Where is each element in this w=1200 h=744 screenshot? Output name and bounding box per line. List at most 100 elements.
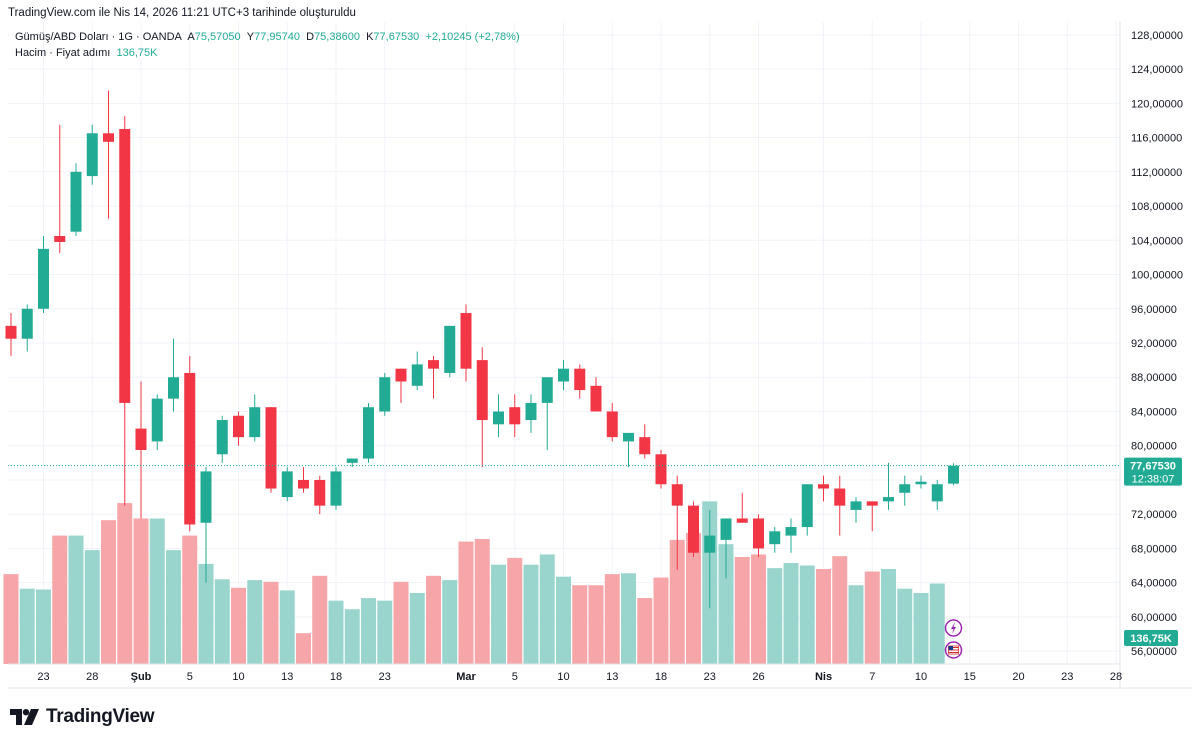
low-value: 75,38600 <box>314 31 360 43</box>
price-tick-label: 60,00000 <box>1131 612 1177 624</box>
candle-body <box>866 501 878 506</box>
volume-bar <box>377 600 393 664</box>
candle-body <box>590 385 602 412</box>
time-tick-label: 23 <box>379 671 391 683</box>
candle-body <box>428 360 439 369</box>
volume-bar <box>68 535 84 664</box>
close-value: 77,67530 <box>373 31 420 43</box>
open-value: 75,57050 <box>194 31 241 43</box>
candle-body <box>655 454 667 485</box>
high-label: Y <box>246 31 255 43</box>
volume-legend[interactable]: Hacim · Fiyat adımı 136,75K <box>15 47 157 59</box>
price-tick-label: 120,00000 <box>1131 98 1183 110</box>
volume-bar <box>507 557 523 664</box>
event-markers <box>944 619 963 659</box>
candle-body <box>606 411 618 438</box>
volume-bar <box>588 585 604 664</box>
candle-body <box>444 325 456 373</box>
volume-bar <box>816 568 831 664</box>
candle-body <box>834 488 846 506</box>
high-value: 77,95740 <box>254 31 300 43</box>
price-tick-label: 96,00000 <box>1131 304 1177 316</box>
candle-body <box>86 133 98 177</box>
candlesticks <box>5 90 959 609</box>
volume-bar <box>783 562 799 664</box>
volume-bar <box>198 563 214 664</box>
candle-body <box>21 308 33 339</box>
lightning-icon <box>951 622 956 634</box>
volume-bar <box>36 589 51 664</box>
volume-value: 136,75K <box>116 47 158 59</box>
time-tick-label: 18 <box>655 671 667 683</box>
time-tick-label: 10 <box>232 671 244 683</box>
price-tick-label: 100,00000 <box>1131 270 1183 282</box>
candle-body <box>346 458 358 463</box>
volume-bar <box>426 575 441 664</box>
volume-bar <box>474 539 490 664</box>
time-tick-label: 23 <box>1061 671 1073 683</box>
candle-body <box>151 398 163 442</box>
time-tick-label: 5 <box>187 671 193 683</box>
price-tick-label: 104,00000 <box>1131 235 1183 247</box>
price-tick-label: 88,00000 <box>1131 372 1177 384</box>
volume-bar <box>231 587 246 664</box>
tradingview-logo-text: TradingView <box>46 706 155 727</box>
volume-bar <box>523 564 539 664</box>
volume-bar <box>263 581 279 664</box>
tradingview-logo[interactable]: TradingView <box>10 706 155 728</box>
candle-body <box>899 484 911 493</box>
candle-body <box>298 479 309 489</box>
price-tick-label: 112,00000 <box>1131 167 1182 179</box>
candle-body <box>119 129 131 403</box>
candle-body <box>525 402 537 421</box>
candle-body <box>249 407 261 438</box>
symbol-legend[interactable]: Gümüş/ABD Doları · 1G · OANDA A75,57050 … <box>15 31 520 43</box>
volume-bar <box>637 598 653 664</box>
volume-bar <box>539 554 555 664</box>
volume-bar <box>718 544 734 664</box>
change-value: +2,10245 (+2,78%) <box>425 31 520 43</box>
volume-bar <box>361 598 376 664</box>
candle-body <box>314 479 326 506</box>
volume-bar <box>52 535 68 664</box>
volume-bar <box>767 568 783 664</box>
volume-bar <box>133 518 149 664</box>
volume-bar <box>751 554 766 664</box>
candle-body <box>639 437 651 455</box>
candle-body <box>720 518 732 540</box>
candle-body <box>54 236 66 242</box>
candle-body <box>330 471 342 506</box>
candle-body <box>623 432 634 442</box>
candle-body <box>753 518 764 549</box>
time-tick-label: 23 <box>704 671 716 683</box>
price-tick-label: 56,00000 <box>1131 646 1177 658</box>
last-price-label: 77,67530 <box>1130 461 1176 473</box>
price-tick-label: 72,00000 <box>1131 509 1177 521</box>
candle-body <box>574 368 586 391</box>
chart-caption: TradingView.com ile Nis 14, 2026 11:21 U… <box>8 7 356 19</box>
chart-grid <box>8 22 1120 664</box>
candle-body <box>915 481 927 485</box>
volume-bar <box>84 550 100 664</box>
candle-body <box>688 505 699 553</box>
volume-bar <box>442 580 458 664</box>
candle-body <box>363 407 374 459</box>
volume-bar <box>491 564 506 664</box>
volume-bar <box>117 503 133 664</box>
last-price-tag <box>1124 457 1182 486</box>
price-tick-label: 92,00000 <box>1131 338 1177 350</box>
volume-bar <box>279 590 295 664</box>
candle-body <box>883 497 894 502</box>
symbol-name[interactable]: Gümüş/ABD Doları · 1G · OANDA <box>15 31 182 43</box>
candle-body <box>736 518 748 523</box>
candle-body <box>785 527 797 536</box>
price-tick-label: 80,00000 <box>1131 441 1177 453</box>
candle-body <box>931 484 943 502</box>
candle-body <box>509 407 521 425</box>
volume-bars <box>3 501 945 664</box>
time-tick-label: 13 <box>606 671 618 683</box>
time-tick-label: 26 <box>752 671 764 683</box>
candle-body <box>411 364 423 386</box>
volume-bar <box>149 518 165 664</box>
